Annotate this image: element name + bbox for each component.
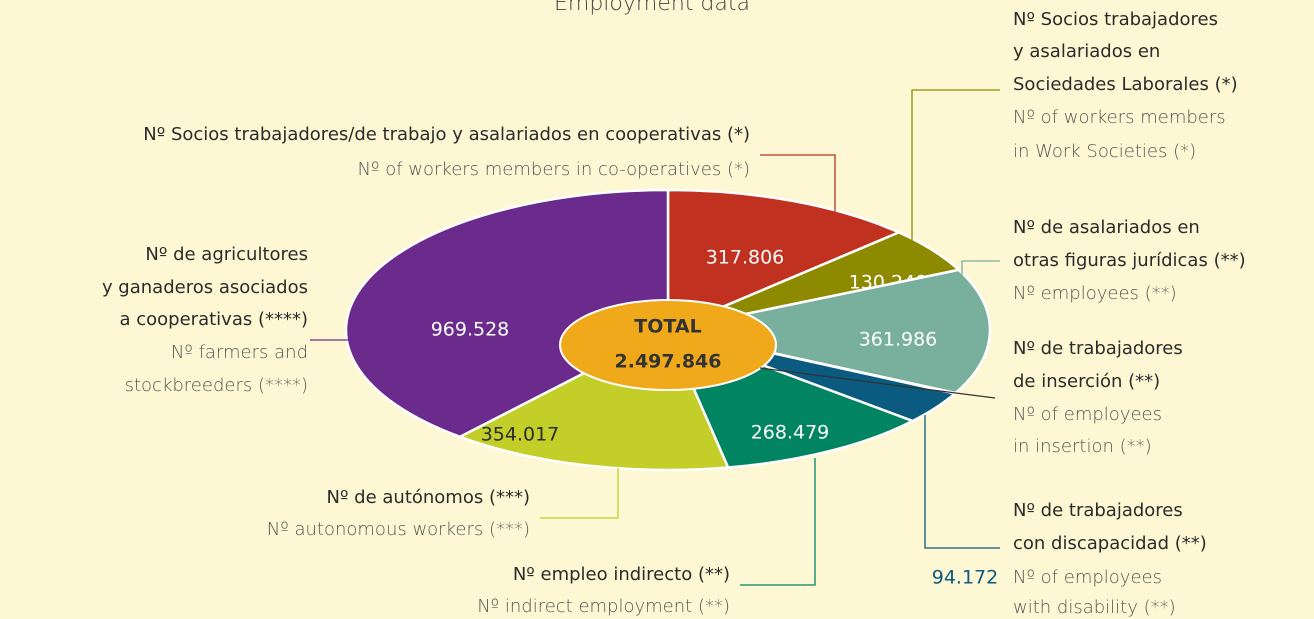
category-label: con discapacidad (**) xyxy=(1013,533,1207,554)
category-label: otras figuras jurídicas (**) xyxy=(1013,250,1246,271)
category-label: Sociedades Laborales (*) xyxy=(1013,74,1238,95)
category-label-en: stockbreeders (****) xyxy=(125,375,308,396)
value-label: 94.172 xyxy=(932,567,998,589)
chart-title: Employment data xyxy=(554,0,750,16)
category-label: de inserción (**) xyxy=(1013,371,1160,392)
category-label-en: in Work Societies (*) xyxy=(1013,141,1196,162)
value-label: 268.479 xyxy=(751,422,830,444)
category-label-en: Nº of workers members xyxy=(1013,107,1226,128)
pie-slice xyxy=(344,188,670,439)
category-label-en: Nº of employees xyxy=(1013,567,1162,588)
category-label: y asalariados en xyxy=(1013,41,1160,62)
category-label: Nº de trabajadores xyxy=(1013,500,1183,521)
category-label: Nº empleo indirecto (**) xyxy=(513,564,730,585)
category-label-en: Nº of employees xyxy=(1013,404,1162,425)
category-label: Nº Socios trabajadores xyxy=(1013,9,1218,30)
category-label-en: Nº employees (**) xyxy=(1013,283,1177,304)
leader-line xyxy=(961,260,1000,287)
category-label-en: with disability (**) xyxy=(1013,597,1176,618)
category-label: a cooperativas (****) xyxy=(120,309,309,330)
leader-line xyxy=(540,468,619,519)
category-label-en: Nº autonomous workers (***) xyxy=(267,519,530,540)
leader-line xyxy=(740,458,816,586)
leader-line xyxy=(760,154,836,222)
category-label-en: Nº of workers members in co-operatives (… xyxy=(358,159,750,180)
value-label: 317.806 xyxy=(706,247,785,269)
category-label: y ganaderos asociados xyxy=(102,277,308,298)
value-label: 361.986 xyxy=(859,329,938,351)
leader-line xyxy=(924,415,1000,549)
labels: Nº Socios trabajadores/de trabajo y asal… xyxy=(102,9,1246,618)
leader-line xyxy=(911,89,1000,262)
category-label-en: Nº farmers and xyxy=(171,342,308,363)
category-label: Nº de trabajadores xyxy=(1013,338,1183,359)
category-label: Nº Socios trabajadores/de trabajo y asal… xyxy=(143,124,750,145)
total-value: 2.497.846 xyxy=(615,351,722,373)
value-label: 354.017 xyxy=(481,424,560,446)
category-label-en: Nº indirect employment (**) xyxy=(477,596,730,617)
value-label: 969.528 xyxy=(431,319,510,341)
category-label: Nº de agricultores xyxy=(145,244,308,265)
total-label: TOTAL xyxy=(634,316,701,338)
leader-line xyxy=(759,367,996,399)
category-label: Nº de asalariados en xyxy=(1013,217,1200,238)
pie-slice xyxy=(666,188,902,332)
category-label-en: in insertion (**) xyxy=(1013,436,1152,457)
pie-slice xyxy=(667,268,992,395)
category-label: Nº de autónomos (***) xyxy=(326,487,530,508)
total-ellipse xyxy=(559,299,777,391)
